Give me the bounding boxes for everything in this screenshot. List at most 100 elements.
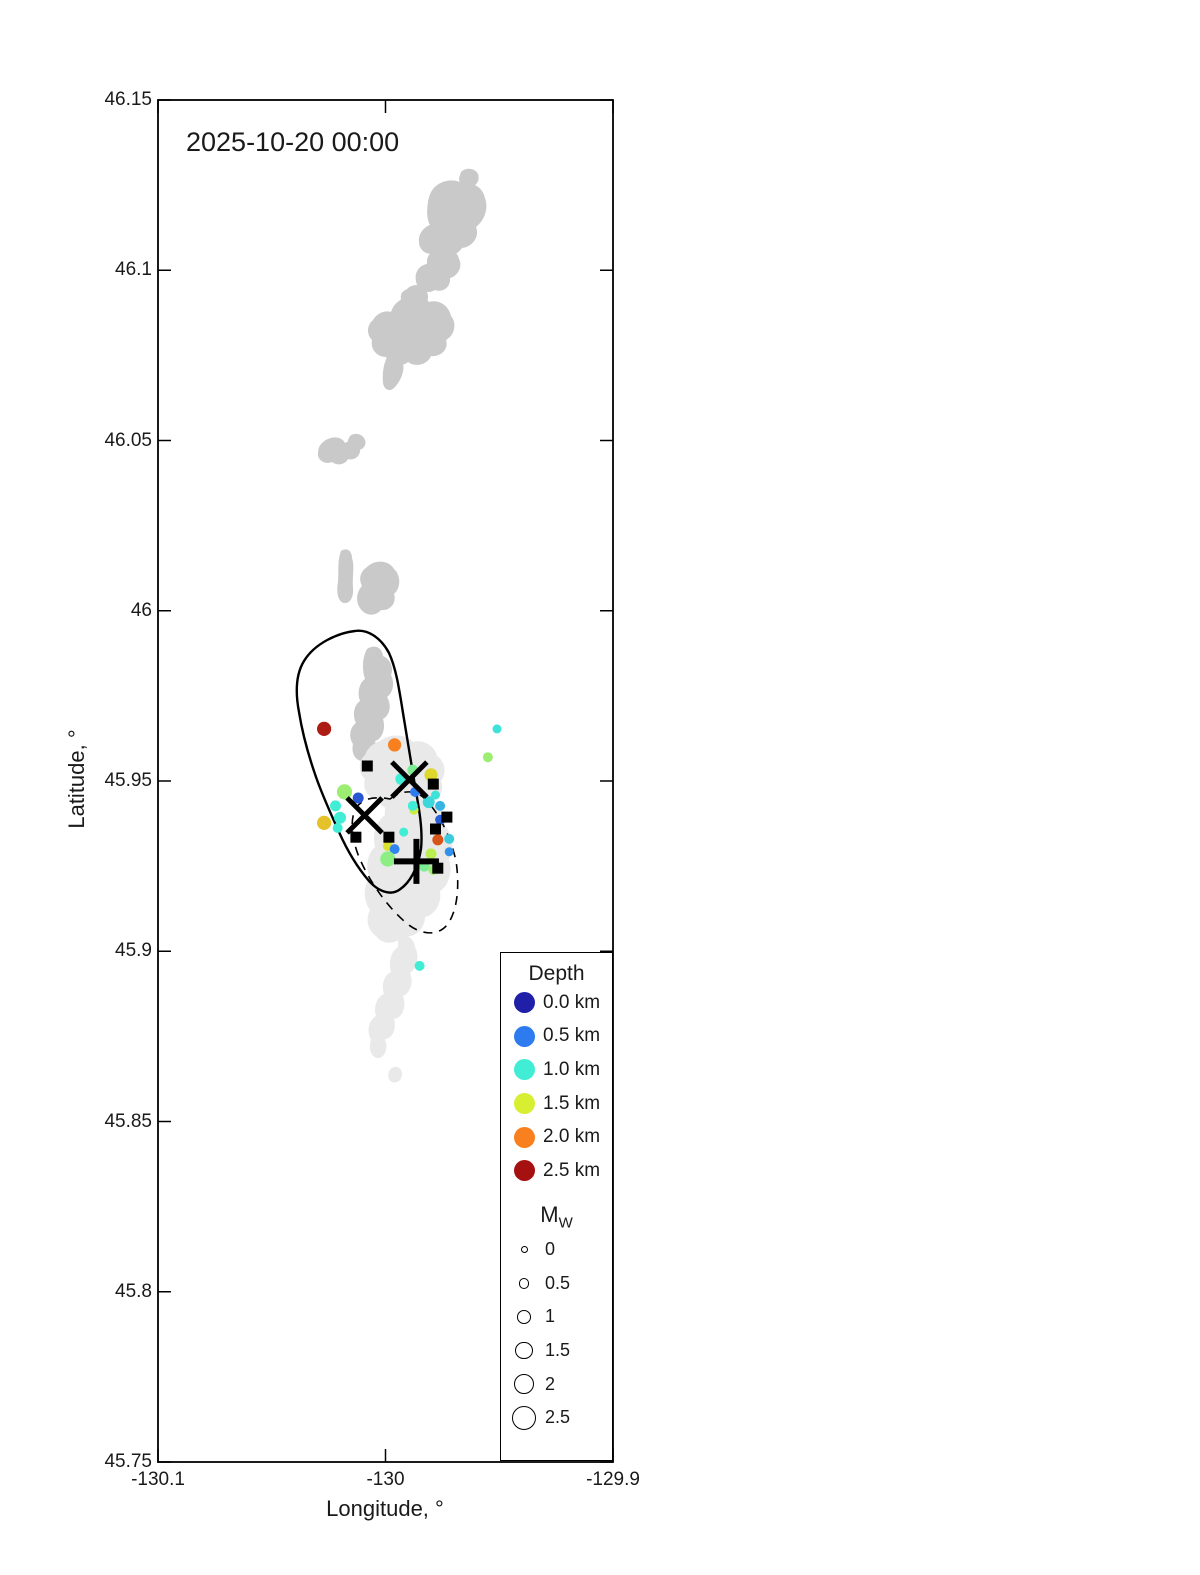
depth-color-dot-icon bbox=[513, 1059, 535, 1081]
x-marker bbox=[390, 760, 429, 799]
magnitude-entry-label: 2.5 bbox=[545, 1407, 571, 1428]
earthquake-dot bbox=[431, 790, 440, 800]
y-tick-label: 46.1 bbox=[115, 259, 152, 281]
caldera-floor-flow bbox=[368, 935, 418, 1059]
earthquake-dot bbox=[414, 960, 425, 971]
x-tick-label: -129.9 bbox=[586, 1469, 640, 1490]
lava-flow-outline bbox=[357, 561, 400, 615]
earthquake-dot bbox=[492, 724, 502, 734]
station-square-marker bbox=[383, 831, 395, 843]
legend-depth-row: 1.5 km bbox=[501, 1087, 612, 1121]
legend-magnitude-row: 0 bbox=[501, 1233, 612, 1267]
legend-magnitude-row: 0.5 bbox=[501, 1267, 612, 1301]
depth-color-dot-icon bbox=[513, 1025, 535, 1047]
x-tick-label: -130.1 bbox=[131, 1469, 185, 1490]
depth-entry-label: 2.0 km bbox=[543, 1126, 601, 1148]
x-marker bbox=[345, 796, 384, 835]
x-axis-label: Longitude, ° bbox=[326, 1496, 444, 1521]
legend-magnitude-rows: 0 0.5 1 1.5 2 2.5 bbox=[501, 1233, 612, 1435]
lava-flow-outline bbox=[367, 295, 455, 366]
magnitude-entry-label: 1.5 bbox=[545, 1340, 571, 1361]
earthquake-dot bbox=[332, 823, 343, 833]
earthquake-dot bbox=[424, 768, 438, 782]
y-tick-label: 45.75 bbox=[104, 1451, 152, 1472]
y-tick-label: 46.15 bbox=[104, 89, 152, 110]
depth-entry-label: 1.0 km bbox=[543, 1058, 601, 1080]
earthquake-dot bbox=[407, 800, 418, 811]
legend-magnitude-title: MW bbox=[501, 1202, 612, 1231]
legend-magnitude-row: 1.5 bbox=[501, 1334, 612, 1368]
legend-magnitude-row: 2.5 bbox=[501, 1401, 612, 1435]
x-tick-label: -130 bbox=[366, 1469, 405, 1490]
mw-subscript: W bbox=[558, 1213, 573, 1231]
lava-flow-outline bbox=[415, 247, 461, 292]
y-tick-label: 45.8 bbox=[115, 1280, 152, 1302]
magnitude-entry-label: 1 bbox=[545, 1306, 556, 1327]
lava-flow-outline bbox=[350, 646, 394, 761]
station-square-marker bbox=[432, 862, 444, 874]
legend-depth-rows: 0.0 km 0.5 km 1.0 km 1.5 km 2.0 km 2.5 km bbox=[501, 986, 612, 1188]
earthquake-dot bbox=[422, 796, 435, 809]
magnitude-entry-label: 0 bbox=[545, 1239, 556, 1260]
legend-magnitude-row: 2 bbox=[501, 1367, 612, 1401]
legend-depth-row: 2.5 km bbox=[501, 1154, 612, 1188]
earthquake-dot bbox=[388, 738, 402, 752]
legend-box: Depth 0.0 km 0.5 km 1.0 km 1.5 km 2.0 km 2.5 … bbox=[500, 952, 613, 1461]
magnitude-size-circle-icon bbox=[520, 1246, 528, 1254]
legend-depth-title: Depth bbox=[528, 962, 585, 985]
station-square-marker bbox=[350, 831, 362, 843]
earthquake-dot bbox=[432, 834, 444, 846]
legend-depth-row: 1.0 km bbox=[501, 1053, 612, 1087]
depth-color-dot-icon bbox=[513, 1126, 535, 1148]
magnitude-size-circle-icon bbox=[518, 1278, 530, 1289]
earthquake-dot bbox=[389, 844, 400, 855]
y-tick-label: 45.9 bbox=[115, 940, 152, 962]
caldera-floor-flow bbox=[388, 1066, 402, 1083]
magnitude-size-circle-icon bbox=[513, 1373, 535, 1395]
earthquake-dot bbox=[352, 792, 364, 804]
depth-color-dot-icon bbox=[513, 1093, 535, 1115]
magnitude-size-circle-icon bbox=[515, 1341, 533, 1360]
caldera-rim-contour bbox=[295, 629, 423, 894]
y-tick-label: 46 bbox=[130, 599, 152, 621]
earthquake-dot bbox=[444, 847, 454, 857]
earthquake-dot bbox=[444, 833, 455, 844]
earthquake-dot bbox=[435, 800, 446, 811]
station-square-marker bbox=[430, 823, 441, 835]
magnitude-entry-label: 2 bbox=[545, 1373, 556, 1394]
lava-flow-outline bbox=[382, 353, 404, 391]
earthquake-dot bbox=[334, 811, 346, 824]
legend-depth-row: 0.0 km bbox=[501, 986, 612, 1020]
depth-color-dot-icon bbox=[513, 1160, 535, 1182]
y-tick-label: 45.85 bbox=[104, 1110, 152, 1132]
earthquake-dot bbox=[425, 848, 437, 860]
station-square-marker bbox=[441, 811, 453, 823]
timestamp-label: 2025-10-20 00:00 bbox=[186, 127, 400, 157]
station-square-marker bbox=[427, 778, 439, 790]
magnitude-size-circle-icon bbox=[517, 1310, 531, 1324]
depth-entry-label: 0.5 km bbox=[543, 1025, 601, 1047]
eruption-zone-dashed-contour bbox=[351, 791, 459, 934]
magnitude-entry-label: 0.5 bbox=[545, 1272, 571, 1293]
depth-entry-label: 2.5 km bbox=[543, 1159, 601, 1181]
lava-flow-outline bbox=[459, 168, 479, 188]
depth-entry-label: 0.0 km bbox=[543, 991, 601, 1013]
earthquake-dot bbox=[380, 851, 396, 867]
earthquake-dot bbox=[317, 815, 332, 831]
lava-flow-outline bbox=[337, 549, 354, 604]
earthquake-dot bbox=[317, 721, 332, 737]
magnitude-size-circle-icon bbox=[512, 1405, 536, 1430]
y-tick-label: 46.05 bbox=[104, 429, 152, 451]
depth-entry-label: 1.5 km bbox=[543, 1092, 601, 1114]
lava-flow-outline bbox=[418, 180, 487, 257]
lava-flow-outline bbox=[347, 433, 366, 451]
station-square-marker bbox=[361, 760, 373, 772]
earthquake-dot bbox=[482, 752, 493, 763]
earthquake-dot bbox=[399, 827, 409, 837]
y-tick-label: 45.95 bbox=[104, 770, 152, 791]
earthquake-dot bbox=[336, 784, 353, 800]
legend-depth-row: 2.0 km bbox=[501, 1120, 612, 1154]
earthquake-dot bbox=[330, 800, 341, 812]
